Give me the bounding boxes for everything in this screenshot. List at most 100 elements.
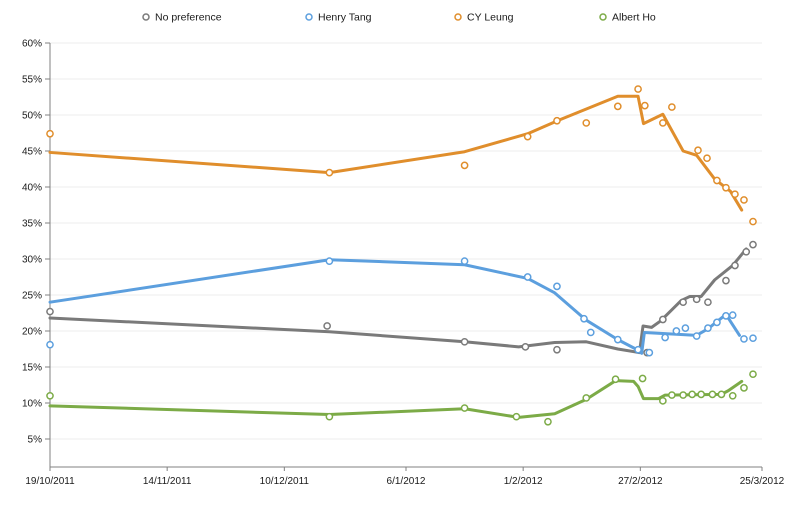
data-point-henry-tang <box>722 312 730 320</box>
data-point-albert-ho <box>740 384 748 392</box>
y-tick-label: 50% <box>22 111 42 122</box>
data-point-henry-tang <box>645 348 654 357</box>
y-tick-label: 25% <box>22 291 42 302</box>
data-point-no-preference <box>679 298 687 307</box>
series-line-cy-leung <box>48 94 744 212</box>
legend-item-albert-ho[interactable]: Albert Ho <box>599 12 656 24</box>
x-tick-label: 25/3/2012 <box>740 476 785 487</box>
legend-marker-icon <box>305 13 313 21</box>
data-point-cy-leung <box>523 132 532 141</box>
legend-item-label: Albert Ho <box>612 12 656 24</box>
legend-item-label: No preference <box>155 12 222 24</box>
x-tick-label: 6/1/2012 <box>387 476 426 487</box>
data-point-no-preference <box>46 307 54 316</box>
x-tick-label: 10/12/2011 <box>260 476 310 487</box>
legend-item-label: Henry Tang <box>318 12 372 24</box>
data-point-henry-tang <box>580 314 588 323</box>
data-point-cy-leung <box>613 102 622 111</box>
data-point-no-preference <box>553 345 561 354</box>
data-point-cy-leung <box>582 119 591 127</box>
y-tick-label: 55% <box>22 75 42 86</box>
data-point-henry-tang <box>661 333 669 342</box>
y-tick-label: 40% <box>22 183 42 194</box>
data-point-no-preference <box>460 337 469 346</box>
data-point-henry-tang <box>704 324 712 332</box>
y-tick-label: 45% <box>22 147 42 158</box>
legend-item-label: CY Leung <box>467 12 514 24</box>
data-point-no-preference <box>692 295 701 304</box>
data-point-cy-leung <box>640 101 649 110</box>
data-point-henry-tang <box>681 324 690 332</box>
x-tick-label: 19/10/2011 <box>25 476 75 487</box>
legend-marker-icon <box>599 13 607 21</box>
data-point-albert-ho <box>460 404 469 412</box>
data-point-henry-tang <box>728 311 737 320</box>
data-point-albert-ho <box>708 390 717 399</box>
series-line-albert-ho <box>48 379 744 419</box>
data-point-albert-ho <box>659 396 667 405</box>
data-point-albert-ho <box>688 390 697 399</box>
data-point-henry-tang <box>634 345 642 354</box>
data-point-henry-tang <box>740 335 748 343</box>
y-tick-label: 20% <box>22 327 42 338</box>
x-tick-label: 14/11/2011 <box>143 476 192 487</box>
data-point-cy-leung <box>740 196 748 204</box>
data-point-no-preference <box>659 315 667 324</box>
data-point-henry-tang <box>692 332 701 340</box>
data-point-albert-ho <box>582 394 591 402</box>
data-point-henry-tang <box>46 340 54 349</box>
data-point-no-preference <box>323 322 331 330</box>
data-point-henry-tang <box>460 257 469 266</box>
data-point-albert-ho <box>638 374 647 383</box>
legend-item-henry-tang[interactable]: Henry Tang <box>305 12 372 24</box>
data-point-henry-tang <box>325 257 334 266</box>
data-point-no-preference <box>742 247 751 256</box>
legend-marker-icon <box>454 13 462 21</box>
data-point-cy-leung <box>703 154 711 163</box>
y-tick-label: 5% <box>28 435 43 446</box>
legend-marker-icon <box>142 13 150 21</box>
data-point-cy-leung <box>553 116 561 125</box>
data-point-albert-ho <box>717 390 726 399</box>
data-point-albert-ho <box>697 390 706 399</box>
legend-item-cy-leung[interactable]: CY Leung <box>454 12 514 24</box>
data-point-no-preference <box>704 298 712 307</box>
y-tick-label: 15% <box>22 363 42 374</box>
data-point-cy-leung <box>325 168 334 177</box>
data-point-no-preference <box>749 240 757 249</box>
data-point-albert-ho <box>512 412 521 421</box>
data-point-cy-leung <box>659 119 667 127</box>
data-point-albert-ho <box>46 391 54 400</box>
y-tick-label: 35% <box>22 219 42 230</box>
y-tick-label: 30% <box>22 255 42 266</box>
data-point-henry-tang <box>672 327 681 335</box>
data-point-albert-ho <box>668 391 676 399</box>
series-line-no-preference <box>48 247 748 355</box>
data-point-cy-leung <box>634 85 642 93</box>
data-point-albert-ho <box>544 417 552 426</box>
data-point-no-preference <box>521 342 530 351</box>
data-point-cy-leung <box>694 146 702 155</box>
data-point-henry-tang <box>713 318 721 327</box>
series-line-henry-tang <box>48 258 741 355</box>
data-point-albert-ho <box>749 370 757 379</box>
data-point-albert-ho <box>679 391 687 399</box>
data-point-cy-leung <box>46 129 54 138</box>
x-tick-label: 27/2/2012 <box>618 476 663 487</box>
data-point-henry-tang <box>586 328 595 337</box>
y-tick-label: 60% <box>22 39 42 50</box>
y-tick-label: 10% <box>22 399 42 410</box>
data-point-henry-tang <box>613 335 622 344</box>
data-point-cy-leung <box>668 103 676 111</box>
data-point-henry-tang <box>523 273 532 281</box>
data-point-cy-leung <box>731 190 739 199</box>
legend-item-no-preference[interactable]: No preference <box>142 12 222 24</box>
data-point-henry-tang <box>553 282 561 291</box>
data-point-albert-ho <box>728 391 737 400</box>
data-point-cy-leung <box>713 176 721 185</box>
data-point-albert-ho <box>611 375 620 384</box>
data-point-cy-leung <box>749 217 757 226</box>
data-point-cy-leung <box>722 183 730 192</box>
